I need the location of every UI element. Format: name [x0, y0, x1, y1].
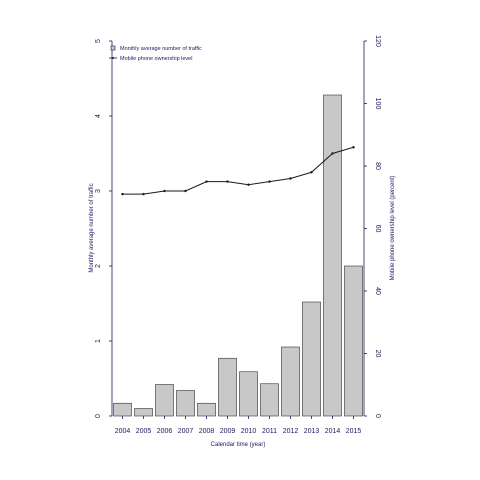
- line-point-2014: [331, 152, 334, 155]
- y2-tick-label-120: 120: [374, 35, 381, 47]
- line-point-2011: [268, 180, 271, 183]
- bar-2009: [218, 357, 237, 417]
- x-tick-label-2009: 2009: [220, 428, 236, 435]
- x-tick-label-2005: 2005: [136, 428, 152, 435]
- legend-bar-swatch: [110, 45, 116, 51]
- bar-2014: [323, 94, 342, 417]
- y-tick-label-1: 1: [95, 339, 102, 343]
- y-tick-label-2: 2: [95, 264, 102, 268]
- line-point-2010: [247, 183, 250, 186]
- x-tick-label-2013: 2013: [304, 428, 320, 435]
- line-point-2007: [184, 189, 187, 193]
- x-tick-label-2004: 2004: [115, 428, 131, 435]
- y2-tick-label-60: 60: [374, 225, 381, 233]
- y2-tick-label-40: 40: [374, 287, 381, 295]
- y-tick-label-4: 4: [95, 114, 102, 118]
- y-tick-label-0: 0: [95, 414, 102, 418]
- line-series: [121, 146, 355, 196]
- x-tick-label-2007: 2007: [178, 428, 194, 435]
- line-point-2005: [142, 192, 145, 196]
- axes: 0 1 2 3 4 5 0 20 40 60 80 100 120 2004 2005 2006 2007 200…: [95, 35, 381, 435]
- y2-tick-label-20: 20: [374, 350, 381, 358]
- legend-line-label: Mobile phone ownership level: [120, 56, 192, 62]
- line-point-2013: [310, 171, 313, 174]
- line-point-2006: [163, 189, 166, 193]
- legend: Monthly average number of traffic Mobile…: [109, 45, 202, 62]
- bar-2007: [176, 390, 195, 417]
- x-tick-label-2010: 2010: [241, 428, 257, 435]
- bar-2004: [113, 402, 132, 417]
- y2-tick-label-80: 80: [374, 162, 381, 170]
- y2-tick-label-100: 100: [374, 98, 381, 110]
- y2-axis-title: Mobile phone ownership level (percent): [390, 176, 396, 281]
- x-tick-label-2014: 2014: [325, 428, 341, 435]
- bar-2008: [197, 402, 216, 417]
- x-tick-label-2011: 2011: [262, 428, 277, 435]
- bar-2006: [155, 384, 174, 417]
- line-point-2009: [226, 180, 229, 183]
- bar-2005: [134, 408, 153, 417]
- line-point-2012: [289, 177, 292, 180]
- y-tick-label-5: 5: [95, 39, 102, 43]
- bar-2010: [239, 371, 258, 417]
- bar-2011: [260, 383, 279, 417]
- x-tick-label-2008: 2008: [199, 428, 215, 435]
- legend-line-marker: [112, 57, 114, 59]
- legend-bar-label: Monthly average number of traffic: [120, 46, 202, 52]
- line-point-2015: [352, 146, 355, 149]
- line-point-2008: [205, 180, 208, 183]
- x-tick-label-2012: 2012: [283, 428, 299, 435]
- bar-2012: [281, 346, 300, 417]
- x-tick-label-2006: 2006: [157, 428, 173, 435]
- bar-series: [113, 94, 363, 417]
- x-tick-label-2015: 2015: [346, 428, 362, 435]
- x-axis-title: Calendar time (year): [211, 442, 266, 448]
- bar-2013: [302, 301, 321, 417]
- y-tick-label-3: 3: [95, 189, 102, 193]
- ownership-line: [122, 146, 354, 195]
- bar-2015: [344, 265, 363, 417]
- line-point-2004: [121, 192, 124, 196]
- y-axis-title: Monthly average number of traffic: [89, 183, 95, 272]
- y2-tick-label-0: 0: [374, 414, 381, 418]
